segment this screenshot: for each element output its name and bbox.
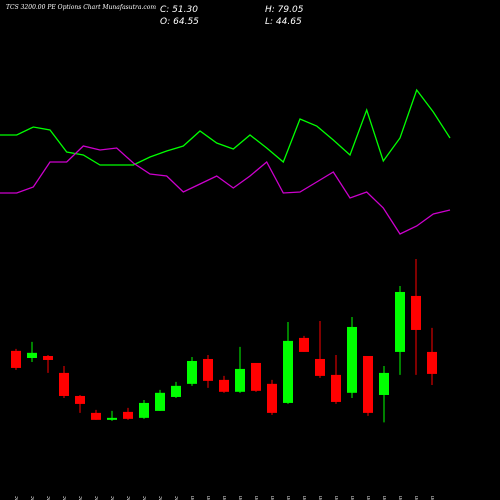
- x-tick-label: 07 Jan: [254, 496, 260, 500]
- x-tick-label: 10 Jan: [302, 496, 308, 500]
- candle-body: [427, 351, 437, 374]
- candle-body: [91, 412, 101, 420]
- x-tick-label: 09 Jan: [286, 496, 292, 500]
- candle-body: [331, 374, 341, 402]
- indicator-line: [0, 145, 451, 235]
- info-open: O: 64.55: [160, 17, 199, 27]
- candle-body: [203, 358, 213, 381]
- x-tick-label: 01 Jan: [190, 496, 196, 500]
- x-tick-label: 02 Jan: [206, 496, 212, 500]
- candle-body: [171, 385, 181, 397]
- x-tick-label: 30 Dec: [158, 496, 164, 500]
- x-tick-label: 17 Jan: [382, 496, 388, 500]
- candle-body: [363, 355, 373, 413]
- candle-body: [75, 395, 85, 404]
- candle-body: [43, 355, 53, 360]
- candle-body: [27, 352, 37, 358]
- info-high: H: 79.05: [265, 5, 304, 15]
- chart-title: TCS 3200.00 PE Options Chart Munafasutra…: [6, 4, 156, 11]
- x-tick-label: 21 Jan: [414, 496, 420, 500]
- x-tick-label: 03 Jan: [222, 496, 228, 500]
- x-tick-label: 23 Dec: [94, 496, 100, 500]
- x-tick-label: 20 Jan: [398, 496, 404, 500]
- candle-body: [155, 392, 165, 411]
- x-tick-label: 26 Dec: [126, 496, 132, 500]
- x-tick-label: 08 Jan: [270, 496, 276, 500]
- x-tick-label: 16 Jan: [366, 496, 372, 500]
- x-tick-label: 31 Dec: [174, 496, 180, 500]
- candle-body: [267, 383, 277, 413]
- candle-body: [235, 368, 245, 392]
- candle-body: [283, 340, 293, 403]
- candle-body: [395, 291, 405, 352]
- x-tick-label: 14 Jan: [334, 496, 340, 500]
- candle-body: [187, 360, 197, 384]
- x-tick-label: 19 Dec: [78, 496, 84, 500]
- x-tick-label: 17 Dec: [46, 496, 52, 500]
- x-tick-label: 06 Jan: [238, 496, 244, 500]
- candle-body: [347, 326, 357, 393]
- x-tick-label: 13 Jan: [318, 496, 324, 500]
- candle-body: [107, 417, 117, 420]
- info-low: L: 44.65: [265, 17, 302, 27]
- x-tick-label: 27 Dec: [142, 496, 148, 500]
- candle-body: [251, 362, 261, 391]
- x-tick-label: 13 Dec: [14, 496, 20, 500]
- info-close: C: 51.30: [160, 5, 198, 15]
- candle-body: [11, 350, 21, 368]
- candle-body: [379, 372, 389, 395]
- candle-body: [219, 379, 229, 392]
- candle-body: [59, 372, 69, 396]
- candle-body: [123, 411, 133, 419]
- x-tick-label: 15 Jan: [350, 496, 356, 500]
- x-tick-label: 24 Dec: [110, 496, 116, 500]
- x-tick-label: 22 Jan: [430, 496, 436, 500]
- candle-body: [139, 402, 149, 418]
- candle-body: [315, 358, 325, 376]
- candle-body: [299, 337, 309, 352]
- x-tick-label: 16 Dec: [30, 496, 36, 500]
- x-tick-label: 18 Dec: [62, 496, 68, 500]
- candle-body: [411, 295, 421, 330]
